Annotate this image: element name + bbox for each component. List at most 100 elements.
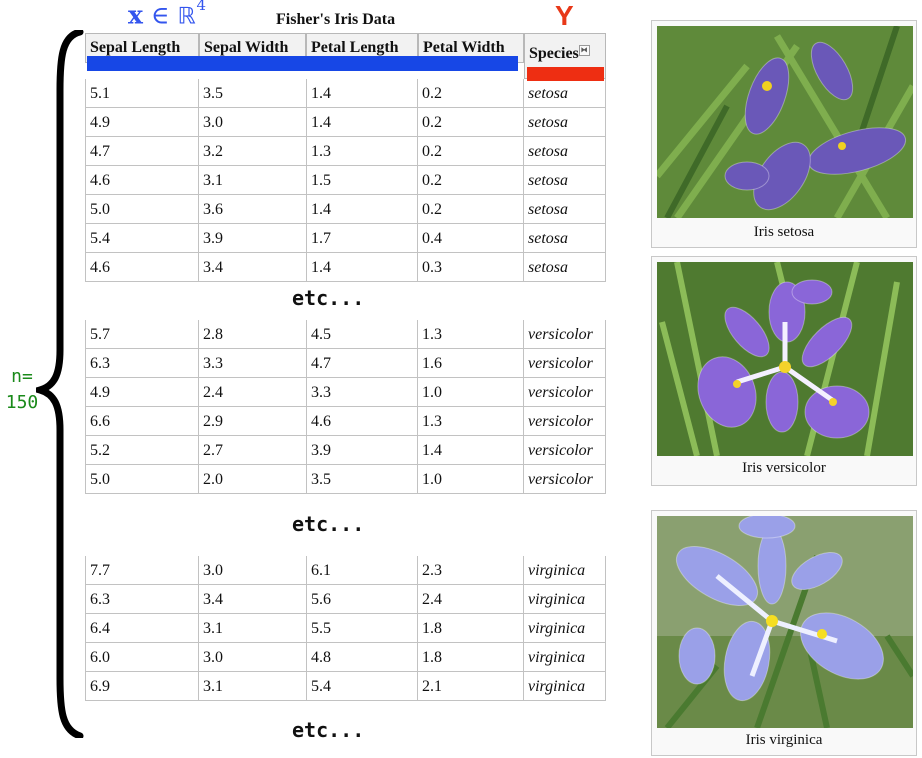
cell-sepal-width: 2.9 <box>198 407 306 436</box>
cell-species: setosa <box>523 253 606 282</box>
cell-petal-length: 1.4 <box>306 195 417 224</box>
cell-petal-length: 1.7 <box>306 224 417 253</box>
cell-sepal-width: 3.9 <box>198 224 306 253</box>
cell-sepal-length: 6.3 <box>85 585 198 614</box>
cell-petal-length: 1.4 <box>306 253 417 282</box>
iris-versicolor-image <box>657 262 913 456</box>
header-species-label: Species <box>529 45 579 62</box>
n-label: n= <box>11 366 33 387</box>
cell-petal-length: 1.5 <box>306 166 417 195</box>
cell-species: setosa <box>523 79 606 108</box>
cell-petal-width: 2.1 <box>417 672 523 701</box>
cell-sepal-length: 6.6 <box>85 407 198 436</box>
cell-petal-length: 4.7 <box>306 349 417 378</box>
cell-petal-length: 3.5 <box>306 465 417 494</box>
cell-sepal-length: 7.7 <box>85 556 198 585</box>
cell-species: setosa <box>523 137 606 166</box>
cell-species: virginica <box>523 585 606 614</box>
cell-sepal-length: 5.4 <box>85 224 198 253</box>
cell-sepal-width: 3.4 <box>198 253 306 282</box>
cell-petal-width: 2.3 <box>417 556 523 585</box>
cell-species: virginica <box>523 614 606 643</box>
cell-petal-width: 2.4 <box>417 585 523 614</box>
n-value: 150 <box>5 392 39 413</box>
real-space-symbol: ℝ <box>177 3 197 30</box>
cell-species: versicolor <box>523 407 606 436</box>
cell-species: setosa <box>523 166 606 195</box>
etc-label-2: etc... <box>292 512 365 536</box>
photo-card-virginica: Iris virginica <box>651 510 917 756</box>
cell-petal-length: 4.6 <box>306 407 417 436</box>
cell-petal-length: 6.1 <box>306 556 417 585</box>
cell-sepal-length: 5.0 <box>85 195 198 224</box>
etc-label-1: etc... <box>292 286 365 310</box>
caption-setosa: Iris setosa <box>753 224 815 240</box>
cell-species: versicolor <box>523 378 606 407</box>
cell-sepal-width: 3.0 <box>198 643 306 672</box>
photo-card-versicolor: Iris versicolor <box>651 256 917 486</box>
cell-sepal-width: 3.0 <box>198 108 306 137</box>
feature-space-label: x ∈ ℝ4 <box>128 0 206 29</box>
cell-sepal-length: 5.7 <box>85 320 198 349</box>
cell-petal-width: 0.2 <box>417 79 523 108</box>
cell-sepal-length: 4.9 <box>85 378 198 407</box>
sort-icon[interactable]: ⧓ <box>578 45 590 56</box>
cell-petal-width: 1.8 <box>417 614 523 643</box>
photo-card-setosa: Iris setosa <box>651 20 917 248</box>
cell-sepal-width: 3.6 <box>198 195 306 224</box>
cell-sepal-length: 4.9 <box>85 108 198 137</box>
cell-petal-length: 4.5 <box>306 320 417 349</box>
cell-sepal-length: 4.6 <box>85 166 198 195</box>
cell-petal-width: 0.2 <box>417 108 523 137</box>
cell-petal-width: 1.3 <box>417 320 523 349</box>
cell-species: setosa <box>523 224 606 253</box>
cell-petal-width: 1.6 <box>417 349 523 378</box>
cell-sepal-width: 2.8 <box>198 320 306 349</box>
cell-sepal-length: 5.1 <box>85 79 198 108</box>
caption-versicolor: Iris versicolor <box>742 460 826 476</box>
cell-sepal-width: 2.7 <box>198 436 306 465</box>
cell-sepal-length: 6.0 <box>85 643 198 672</box>
cell-petal-length: 5.5 <box>306 614 417 643</box>
cell-petal-width: 1.4 <box>417 436 523 465</box>
cell-sepal-width: 3.4 <box>198 585 306 614</box>
cell-sepal-length: 6.3 <box>85 349 198 378</box>
feature-bar <box>87 56 518 71</box>
cell-petal-width: 1.8 <box>417 643 523 672</box>
cell-species: versicolor <box>523 436 606 465</box>
cell-petal-length: 5.6 <box>306 585 417 614</box>
cell-sepal-width: 3.1 <box>198 672 306 701</box>
cell-petal-width: 0.2 <box>417 137 523 166</box>
cell-petal-length: 1.3 <box>306 137 417 166</box>
dimension-exponent: 4 <box>196 0 207 14</box>
cell-petal-length: 1.4 <box>306 108 417 137</box>
iris-setosa-image <box>657 26 913 218</box>
cell-petal-length: 1.4 <box>306 79 417 108</box>
sample-brace <box>36 30 84 738</box>
cell-species: setosa <box>523 195 606 224</box>
cell-petal-width: 1.0 <box>417 465 523 494</box>
cell-sepal-width: 3.3 <box>198 349 306 378</box>
cell-petal-width: 1.0 <box>417 378 523 407</box>
cell-petal-width: 0.3 <box>417 253 523 282</box>
cell-petal-length: 4.8 <box>306 643 417 672</box>
cell-sepal-length: 6.9 <box>85 672 198 701</box>
cell-species: virginica <box>523 643 606 672</box>
cell-species: virginica <box>523 672 606 701</box>
etc-label-3: etc... <box>292 718 365 742</box>
y-label: Y <box>555 0 574 31</box>
cell-sepal-width: 2.4 <box>198 378 306 407</box>
element-of-symbol: ∈ <box>150 0 170 30</box>
cell-sepal-length: 4.7 <box>85 137 198 166</box>
cell-sepal-width: 3.5 <box>198 79 306 108</box>
cell-sepal-width: 2.0 <box>198 465 306 494</box>
cell-petal-length: 5.4 <box>306 672 417 701</box>
cell-petal-width: 1.3 <box>417 407 523 436</box>
cell-species: versicolor <box>523 465 606 494</box>
cell-petal-length: 3.9 <box>306 436 417 465</box>
cell-petal-width: 0.2 <box>417 166 523 195</box>
cell-sepal-width: 3.1 <box>198 614 306 643</box>
cell-sepal-width: 3.2 <box>198 137 306 166</box>
caption-virginica: Iris virginica <box>745 732 823 748</box>
cell-petal-length: 3.3 <box>306 378 417 407</box>
